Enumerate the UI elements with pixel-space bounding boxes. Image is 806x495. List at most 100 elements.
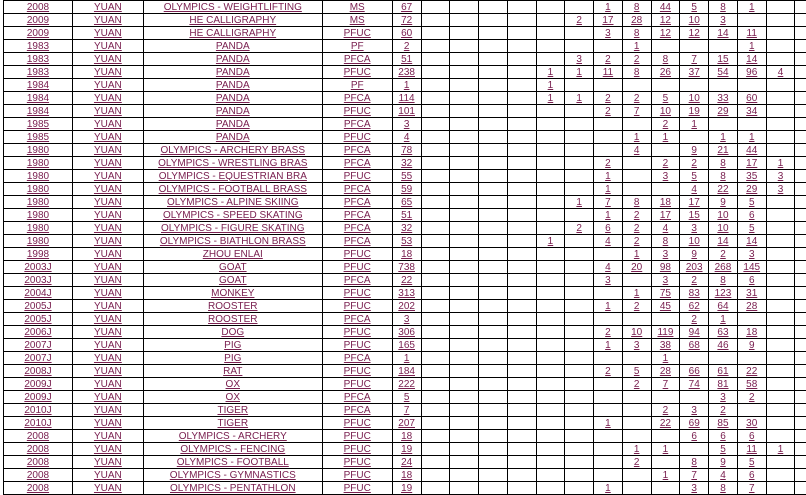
grade-cell[interactable]: PFCA — [321, 156, 393, 170]
year-cell[interactable]: 2008 — [3, 481, 73, 495]
grade-count-cell[interactable]: 44 — [650, 0, 681, 14]
grade-count-cell[interactable]: 4 — [593, 234, 623, 248]
grade-count-cell[interactable]: 14 — [736, 52, 767, 66]
grade-count-cell[interactable]: 18 — [650, 195, 681, 209]
grade-count-cell[interactable]: 64 — [708, 299, 738, 313]
description-cell[interactable]: OX — [142, 377, 323, 391]
total-count-cell[interactable]: 72 — [391, 13, 422, 27]
grade-count-cell[interactable]: 2 — [679, 312, 710, 326]
grade-count-cell[interactable]: 9 — [708, 195, 738, 209]
grade-count-cell[interactable]: 26 — [650, 65, 681, 79]
grade-count-cell[interactable]: 63 — [708, 325, 738, 339]
grade-count-cell[interactable]: 6 — [736, 468, 767, 482]
year-cell[interactable]: 1984 — [3, 78, 73, 92]
denomination-cell[interactable]: YUAN — [71, 416, 144, 430]
description-cell[interactable]: PANDA — [142, 39, 323, 53]
description-cell[interactable]: OLYMPICS - FOOTBALL BRASS — [142, 182, 323, 196]
grade-count-cell[interactable]: 1 — [621, 247, 652, 261]
total-count-cell[interactable]: 55 — [391, 169, 422, 183]
denomination-cell[interactable]: YUAN — [71, 481, 144, 495]
grade-count-cell[interactable]: 8 — [621, 0, 652, 14]
year-cell[interactable]: 1998 — [3, 247, 73, 261]
grade-count-cell[interactable]: 119 — [650, 325, 681, 339]
grade-count-cell[interactable]: 58 — [736, 377, 767, 391]
grade-count-cell[interactable]: 1 — [621, 39, 652, 53]
grade-cell[interactable]: PFCA — [321, 117, 393, 131]
grade-count-cell[interactable]: 2 — [621, 299, 652, 313]
grade-cell[interactable]: PFCA — [321, 403, 393, 417]
grade-count-cell[interactable]: 2 — [593, 104, 623, 118]
total-count-cell[interactable]: 114 — [391, 91, 422, 105]
grade-count-cell[interactable]: 94 — [679, 325, 710, 339]
grade-count-cell[interactable]: 7 — [736, 481, 767, 495]
grade-cell[interactable]: PFCA — [321, 143, 393, 157]
grade-cell[interactable]: PFUC — [321, 299, 393, 313]
description-cell[interactable]: OLYMPICS - SPEED SKATING — [142, 208, 323, 222]
denomination-cell[interactable]: YUAN — [71, 338, 144, 352]
grade-count-cell[interactable]: 1 — [650, 351, 681, 365]
grade-cell[interactable]: PFUC — [321, 104, 393, 118]
total-count-cell[interactable]: 306 — [391, 325, 422, 339]
denomination-cell[interactable]: YUAN — [71, 247, 144, 261]
grade-count-cell[interactable]: 35 — [736, 169, 767, 183]
grade-count-cell[interactable]: 28 — [650, 364, 681, 378]
description-cell[interactable]: DOG — [142, 325, 323, 339]
grade-cell[interactable]: MS — [321, 13, 393, 27]
grade-count-cell[interactable]: 1 — [593, 208, 623, 222]
description-cell[interactable]: TIGER — [142, 416, 323, 430]
grade-count-cell[interactable]: 8 — [621, 195, 652, 209]
description-cell[interactable]: ROOSTER — [142, 312, 323, 326]
grade-cell[interactable]: PFUC — [321, 260, 393, 274]
grade-count-cell[interactable]: 1 — [593, 481, 623, 495]
grade-count-cell[interactable]: 1 — [736, 0, 767, 14]
grade-count-cell[interactable]: 11 — [736, 26, 767, 40]
denomination-cell[interactable]: YUAN — [71, 403, 144, 417]
year-cell[interactable]: 2008 — [3, 442, 73, 456]
denomination-cell[interactable]: YUAN — [71, 442, 144, 456]
grade-count-cell[interactable]: 2 — [564, 221, 595, 235]
grade-count-cell[interactable]: 1 — [621, 130, 652, 144]
year-cell[interactable]: 2003J — [3, 260, 73, 274]
total-count-cell[interactable]: 59 — [391, 182, 422, 196]
description-cell[interactable]: PIG — [142, 351, 323, 365]
description-cell[interactable]: OLYMPICS - ARCHERY BRASS — [142, 143, 323, 157]
grade-cell[interactable]: PFCA — [321, 390, 393, 404]
year-cell[interactable]: 2007J — [3, 351, 73, 365]
year-cell[interactable]: 2005J — [3, 312, 73, 326]
grade-cell[interactable]: PFUC — [321, 377, 393, 391]
grade-count-cell[interactable]: 1 — [593, 169, 623, 183]
grade-count-cell[interactable]: 268 — [708, 260, 738, 274]
grade-cell[interactable]: PFUC — [321, 481, 393, 495]
description-cell[interactable]: PANDA — [142, 130, 323, 144]
denomination-cell[interactable]: YUAN — [71, 260, 144, 274]
description-cell[interactable]: ROOSTER — [142, 299, 323, 313]
year-cell[interactable]: 2008 — [3, 468, 73, 482]
grade-cell[interactable]: PFCA — [321, 234, 393, 248]
grade-count-cell[interactable]: 4 — [765, 65, 796, 79]
grade-count-cell[interactable]: 69 — [679, 416, 710, 430]
grade-count-cell[interactable]: 2 — [593, 91, 623, 105]
grade-cell[interactable]: PFCA — [321, 273, 393, 287]
grade-count-cell[interactable]: 20 — [621, 260, 652, 274]
grade-count-cell[interactable]: 8 — [679, 455, 710, 469]
year-cell[interactable]: 1984 — [3, 91, 73, 105]
grade-count-cell[interactable]: 22 — [708, 182, 738, 196]
grade-count-cell[interactable]: 8 — [621, 26, 652, 40]
denomination-cell[interactable]: YUAN — [71, 143, 144, 157]
total-count-cell[interactable]: 53 — [391, 234, 422, 248]
denomination-cell[interactable]: YUAN — [71, 104, 144, 118]
grade-count-cell[interactable]: 123 — [708, 286, 738, 300]
denomination-cell[interactable]: YUAN — [71, 26, 144, 40]
grade-cell[interactable]: PFCA — [321, 52, 393, 66]
denomination-cell[interactable]: YUAN — [71, 390, 144, 404]
grade-count-cell[interactable]: 66 — [679, 364, 710, 378]
total-count-cell[interactable]: 18 — [391, 468, 422, 482]
grade-count-cell[interactable]: 2 — [621, 377, 652, 391]
grade-count-cell[interactable]: 15 — [679, 208, 710, 222]
grade-count-cell[interactable]: 2 — [621, 52, 652, 66]
total-count-cell[interactable]: 24 — [391, 455, 422, 469]
grade-count-cell[interactable]: 3 — [650, 247, 681, 261]
grade-count-cell[interactable]: 8 — [621, 65, 652, 79]
grade-count-cell[interactable]: 5 — [679, 169, 710, 183]
grade-count-cell[interactable]: 11 — [736, 442, 767, 456]
